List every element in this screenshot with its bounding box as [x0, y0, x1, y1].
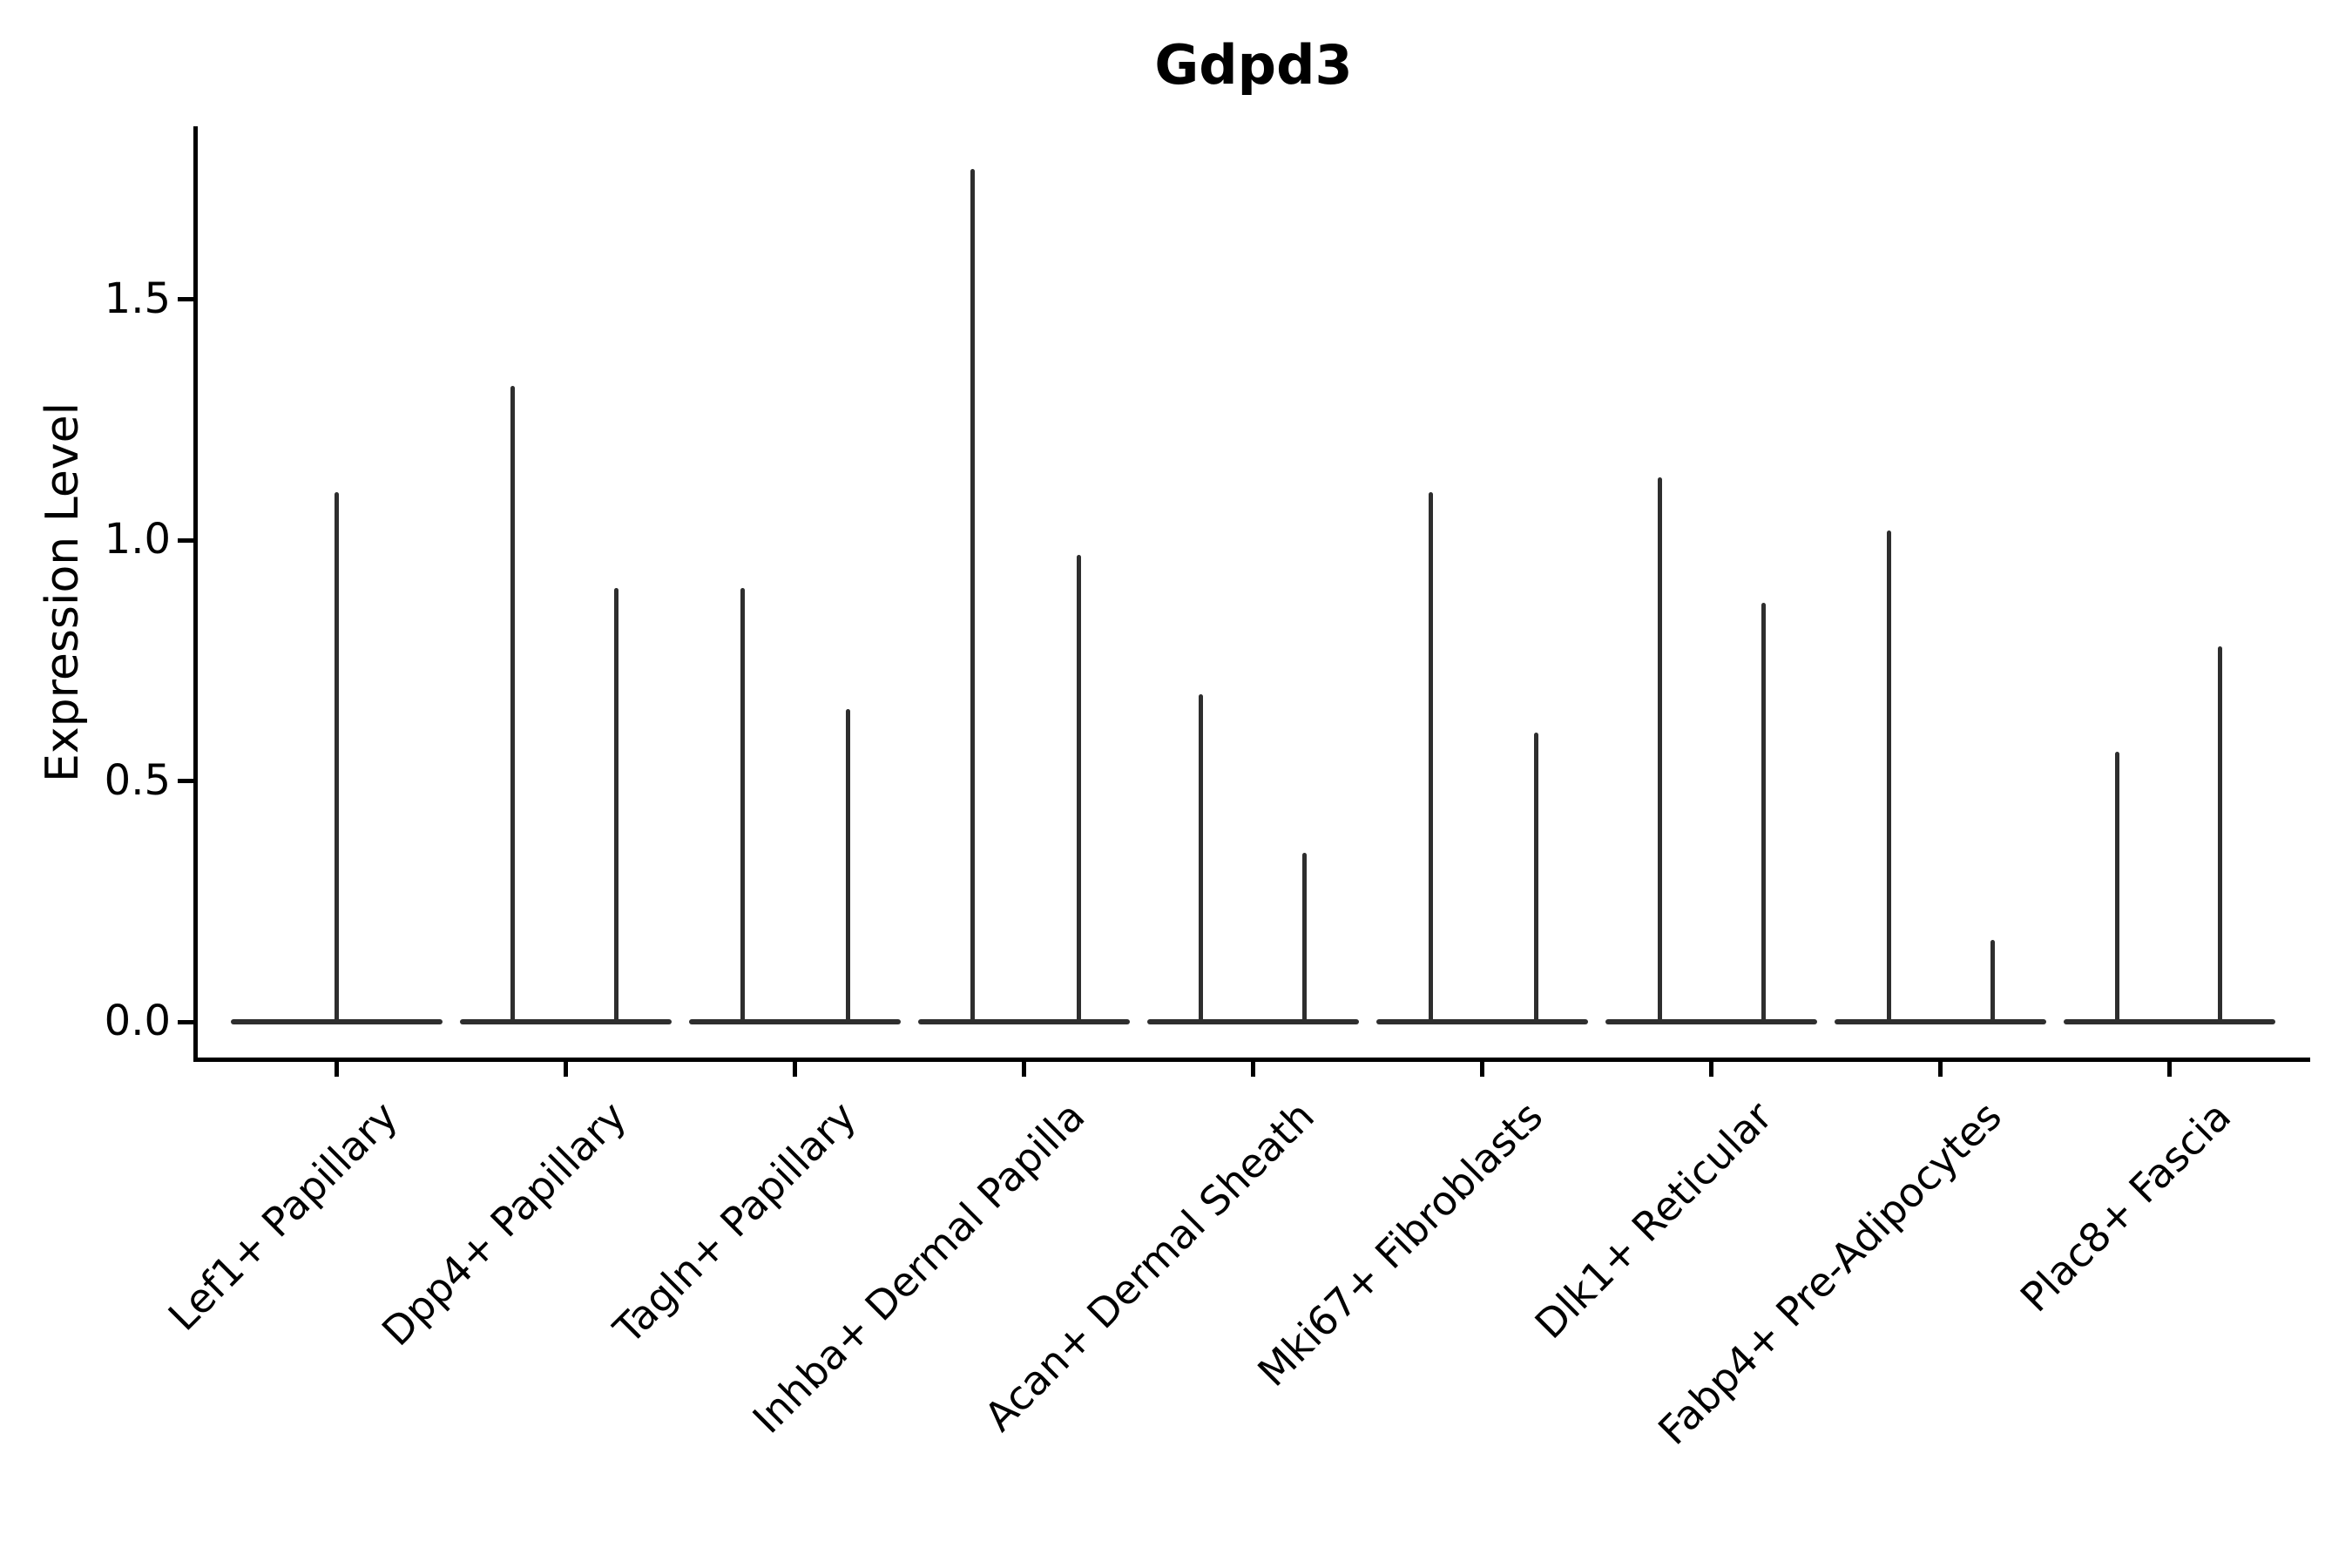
violin-baseline	[459, 1019, 672, 1024]
violin-density-spike	[1301, 853, 1307, 1024]
violin-baseline	[917, 1019, 1130, 1024]
x-tick-mark	[1021, 1059, 1026, 1077]
violin-density-spike	[334, 491, 339, 1024]
y-tick-mark	[178, 779, 197, 783]
chart-title: Gdpd3	[1154, 33, 1353, 97]
x-tick-mark	[1709, 1059, 1714, 1077]
x-tick-mark	[1250, 1059, 1255, 1077]
violin-density-spike	[613, 588, 618, 1024]
y-axis-spine	[193, 126, 198, 1062]
violin-density-spike	[1534, 733, 1538, 1024]
violin-density-spike	[1990, 939, 1996, 1024]
violin-density-spike	[740, 588, 745, 1024]
violin-density-spike	[1761, 602, 1767, 1024]
violin-density-spike	[970, 169, 975, 1024]
x-tick-label: Lef1+ Papillary	[159, 1092, 407, 1340]
violin-baseline	[688, 1019, 901, 1024]
x-tick-mark	[2167, 1059, 2173, 1077]
y-tick-label: 1.5	[104, 274, 171, 323]
violin-density-spike	[1076, 554, 1081, 1024]
y-axis-label: Expression Level	[37, 402, 89, 783]
x-tick-mark	[1480, 1059, 1484, 1077]
violin-baseline	[2064, 1019, 2276, 1024]
violin-baseline	[1605, 1019, 1818, 1024]
y-tick-label: 0.0	[104, 996, 171, 1045]
violin-density-spike	[2218, 645, 2223, 1024]
y-tick-mark	[178, 537, 197, 543]
x-tick-mark	[563, 1059, 568, 1077]
violin-density-spike	[1658, 477, 1663, 1024]
violin-density-spike	[1198, 693, 1203, 1024]
violin-baseline	[1376, 1019, 1588, 1024]
violin-density-spike	[510, 386, 515, 1024]
y-tick-mark	[178, 1019, 197, 1024]
x-tick-label: Plac8+ Fascia	[2011, 1092, 2240, 1321]
violin-density-spike	[2115, 752, 2120, 1024]
violin-density-spike	[845, 708, 850, 1024]
x-tick-mark	[1938, 1059, 1943, 1077]
x-tick-mark	[334, 1059, 339, 1077]
x-tick-label: Dlk1+ Reticular	[1525, 1092, 1781, 1348]
violin-baseline	[1835, 1019, 2047, 1024]
violin-baseline	[1146, 1019, 1359, 1024]
y-tick-label: 0.5	[104, 755, 171, 805]
x-tick-mark	[792, 1059, 797, 1077]
x-tick-label: Dpp4+ Papillary	[373, 1092, 636, 1355]
x-tick-label: Tagln+ Papillary	[604, 1092, 865, 1353]
violin-density-spike	[1887, 530, 1892, 1024]
y-tick-label: 1.0	[104, 514, 171, 564]
y-tick-mark	[178, 297, 197, 301]
violin-density-spike	[1429, 491, 1433, 1024]
